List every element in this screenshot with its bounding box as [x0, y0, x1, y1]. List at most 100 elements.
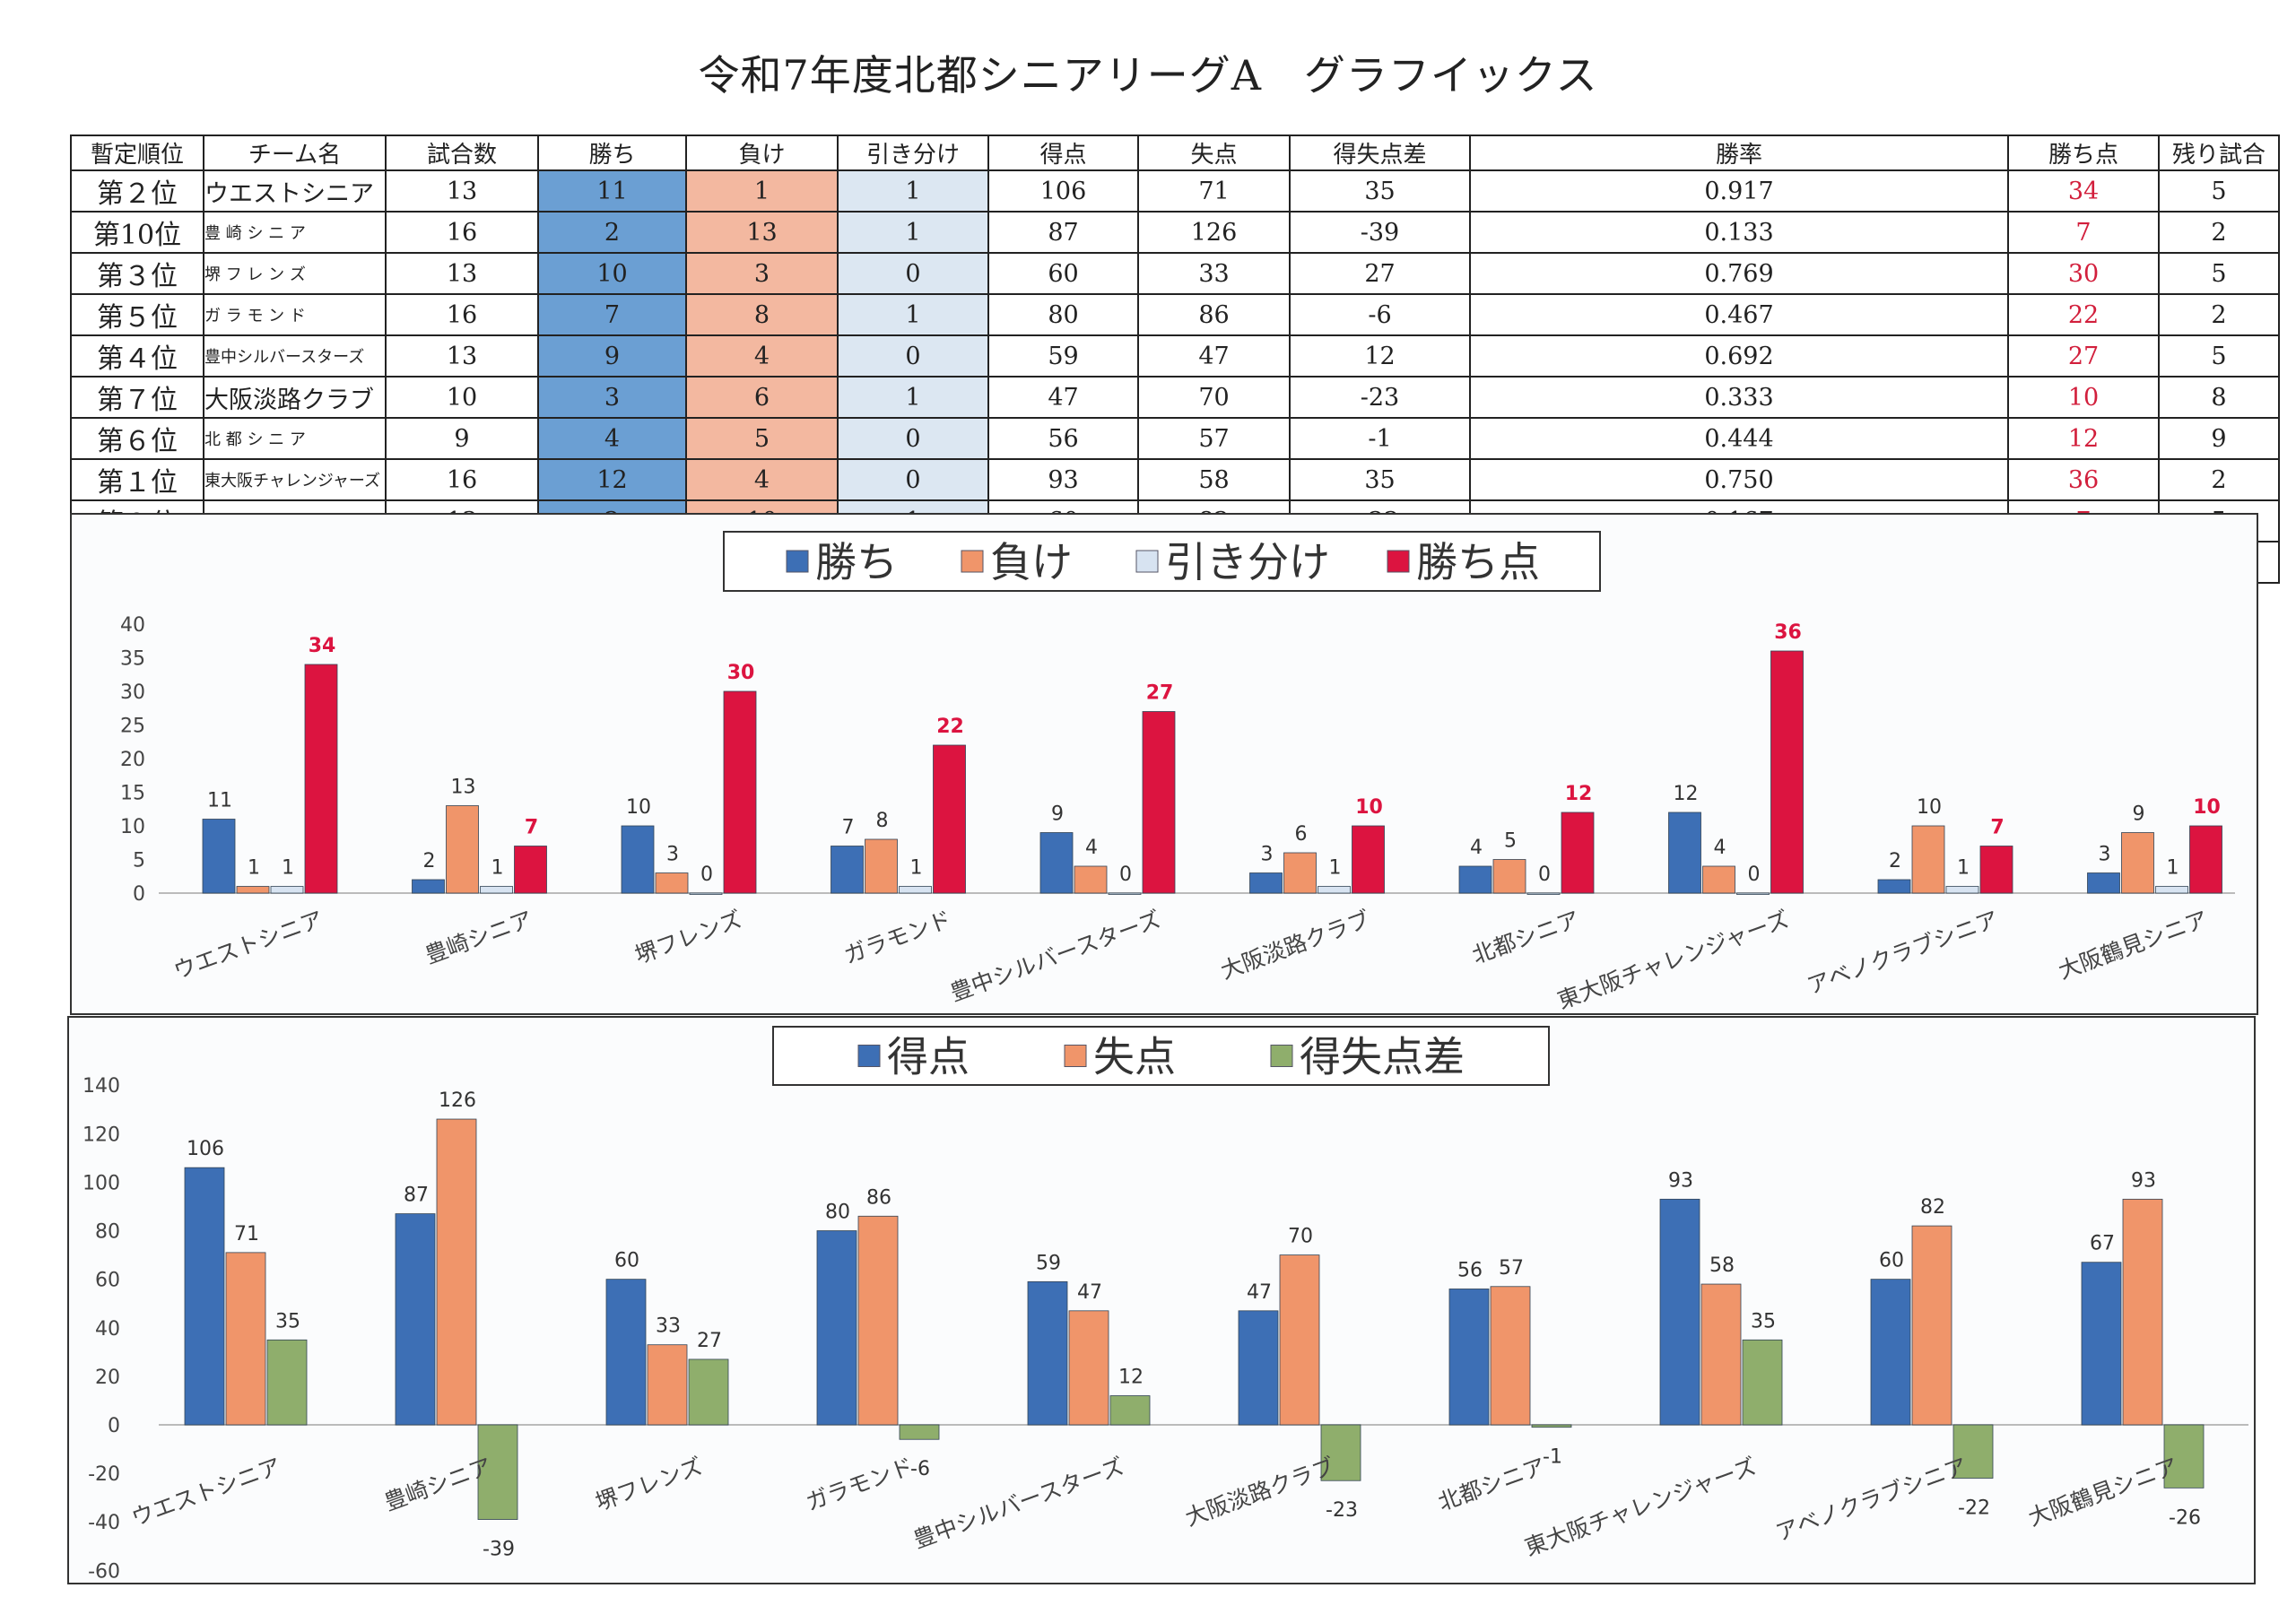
bar [689, 892, 723, 895]
table-cell: 27 [1289, 252, 1471, 295]
standings-table: 暫定順位 チーム名 試合数 勝ち 負け 引き分け 得点 失点 得失点差 勝率 勝ち点 残り試合 第２位… [70, 135, 2280, 584]
bar [1668, 812, 1701, 894]
bar [266, 1339, 308, 1426]
data-label: 12 [1565, 783, 1593, 805]
data-label: 10 [1355, 796, 1383, 819]
bar [1109, 1395, 1151, 1426]
table-cell: 4 [685, 458, 839, 501]
table-cell: 34 [2007, 169, 2160, 213]
table-cell: 80 [987, 293, 1139, 336]
table-row: 第４位 豊中シルバースターズ 13 9 4 0 59 47 12 0.692 27 5 [70, 334, 2280, 378]
bar [831, 846, 864, 894]
data-label: 10 [626, 796, 651, 819]
table-cell: -39 [1289, 211, 1471, 254]
bar [1952, 1424, 1994, 1479]
category-label: 豊中シルバースターズ [947, 906, 1165, 1006]
table-cell: 4 [685, 334, 839, 378]
table-cell: 第10位 [70, 211, 204, 254]
bar [1249, 872, 1283, 894]
table-cell: 第２位 [70, 169, 204, 213]
column-header: 暫定順位 [70, 135, 204, 171]
data-label: 87 [404, 1185, 429, 1207]
y-tick-label: 100 [83, 1172, 120, 1194]
data-label: -23 [1326, 1499, 1358, 1522]
legend-swatch [1064, 1045, 1087, 1067]
table-cell: 第７位 [70, 376, 204, 419]
table-cell: 1 [685, 169, 839, 213]
bar [1039, 832, 1074, 894]
category-label: ガラモンド [803, 1453, 917, 1515]
bar [1074, 865, 1108, 894]
data-label: 47 [1247, 1281, 1272, 1304]
legend-label: 引き分け [1165, 538, 1330, 586]
table-cell: 0 [837, 334, 989, 378]
bar [1945, 886, 1979, 894]
bar [816, 1230, 857, 1426]
table-cell: 大阪淡路クラブ [203, 376, 387, 419]
y-tick-label: 80 [95, 1221, 120, 1244]
legend-label: 失点 [1093, 1033, 1176, 1081]
table-cell: 10 [2007, 376, 2160, 419]
bar [2155, 886, 2188, 894]
bar [899, 1424, 940, 1440]
legend-label: 負け [990, 538, 1073, 586]
table-header-row: 暫定順位 チーム名 試合数 勝ち 負け 引き分け 得点 失点 得失点差 勝率 勝ち点 残り試合 [70, 135, 2280, 171]
category-label: 大阪鶴見シニア [2025, 1453, 2181, 1531]
data-label: -22 [1958, 1497, 1990, 1520]
bar [2081, 1262, 2122, 1426]
table-cell: 2 [2158, 458, 2280, 501]
category-label: 北都シニア [1435, 1453, 1549, 1515]
category-label: 北都シニア [1469, 906, 1583, 968]
table-cell: 36 [2007, 458, 2160, 501]
data-label: 7 [842, 817, 855, 839]
bar [1736, 892, 1770, 895]
table-cell: 0.750 [1469, 458, 2009, 501]
table-cell: 0 [837, 458, 989, 501]
table-cell: 7 [537, 293, 687, 336]
column-header: チーム名 [203, 135, 387, 171]
data-label: 3 [1261, 844, 1274, 866]
legend-label: 勝ち点 [1416, 538, 1540, 586]
bar [1318, 886, 1351, 894]
data-label: 47 [1077, 1281, 1102, 1304]
column-header: 勝率 [1469, 135, 2009, 171]
column-header: 得点 [987, 135, 1139, 171]
table-cell: 9 [2158, 417, 2280, 460]
bar [1027, 1280, 1068, 1426]
table-cell: 0.917 [1469, 169, 2009, 213]
bar [723, 690, 757, 894]
column-header: 勝ち [537, 135, 687, 171]
bar [1870, 1279, 1911, 1426]
bar [2122, 1198, 2163, 1426]
table-cell: 60 [987, 252, 1139, 295]
table-row: 第２位 ウエストシニア 13 11 1 1 106 71 35 0.917 34 5 [70, 169, 2280, 213]
table-cell: 0.333 [1469, 376, 2009, 419]
runs-chart-svg: 得点 失点 得失点差 -60 -40 -20 0 20 40 60 80 100 120 140 106 71… [83, 1026, 2248, 1583]
data-label: 35 [1751, 1310, 1776, 1332]
category-label: ガラモンド [840, 906, 954, 968]
page-title: 令和7年度北都シニアリーグA グラフイックス [698, 51, 1598, 100]
table-cell: 5 [685, 417, 839, 460]
y-tick-label: 15 [120, 783, 145, 805]
data-label: 1 [2167, 857, 2179, 880]
data-label: 67 [2090, 1233, 2115, 1255]
bar [1742, 1339, 1783, 1426]
table-cell: 5 [2158, 169, 2280, 213]
bar [933, 744, 966, 894]
legend-box [772, 1026, 1550, 1086]
data-label: 60 [614, 1250, 639, 1272]
data-label: 86 [866, 1186, 891, 1209]
table-cell: 2 [2158, 293, 2280, 336]
legend-label: 勝ち [815, 538, 898, 586]
bar [1142, 711, 1176, 894]
data-label: 4 [1085, 837, 1098, 859]
data-label: 93 [2131, 1169, 2156, 1192]
table-cell: 16 [385, 458, 539, 501]
table-cell: 2 [2158, 211, 2280, 254]
bar [1458, 865, 1492, 894]
table-cell: 71 [1137, 169, 1291, 213]
y-tick-label: 5 [133, 850, 145, 872]
bar [446, 805, 479, 894]
bar [480, 886, 513, 894]
